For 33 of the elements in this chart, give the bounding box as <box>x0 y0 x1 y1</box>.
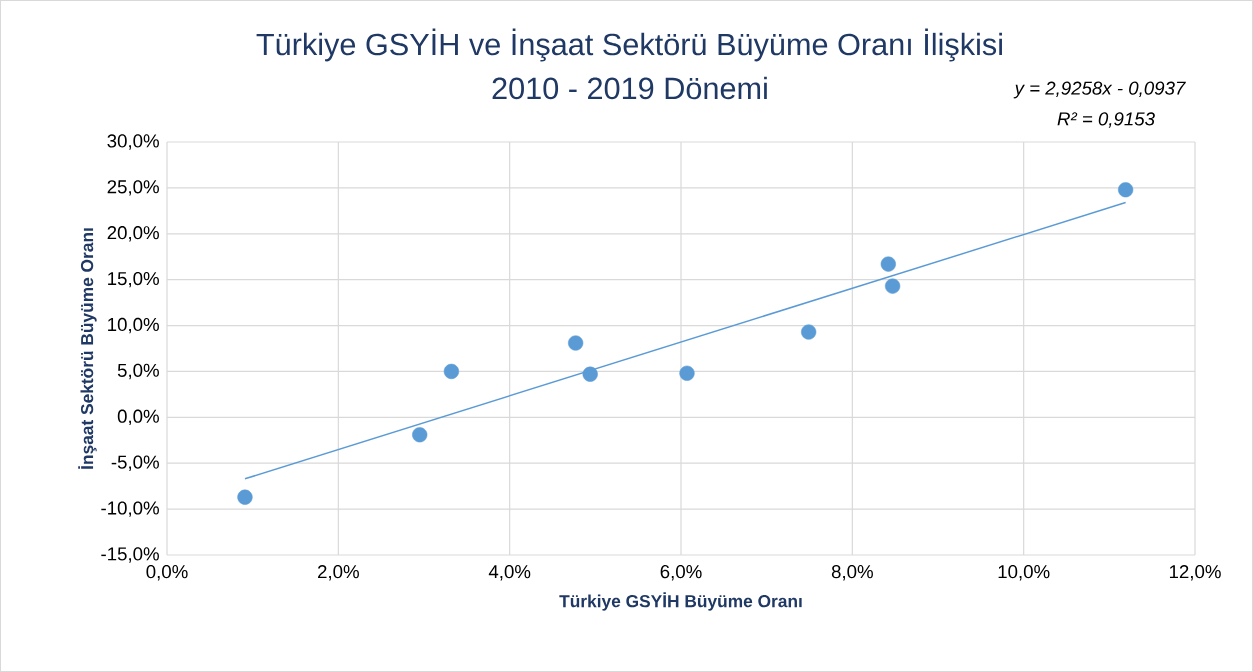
y-tick-label: 25,0% <box>107 180 159 196</box>
point <box>412 427 428 443</box>
y-tick-label: -15,0% <box>101 547 159 563</box>
x-tick-label: 6,0% <box>660 565 702 581</box>
y-tick-label: 30,0% <box>107 134 159 150</box>
x-tick-label: 4,0% <box>488 565 531 581</box>
point <box>679 365 695 381</box>
chart-subtitle: 2010 - 2019 Dönemi <box>492 76 767 100</box>
point <box>443 363 460 380</box>
point <box>582 366 598 382</box>
x-tick-label: 8,0% <box>831 565 873 581</box>
text: y = 2,9258x - 0,0937 <box>1013 81 1186 99</box>
point <box>885 278 901 294</box>
y-tick-label: 10,0% <box>108 317 159 334</box>
point <box>1118 182 1134 198</box>
text: R² = 0,9153 <box>1057 112 1155 128</box>
y-axis-title: İnşaat Sektörü Büyüme Oranı <box>78 228 97 469</box>
x-tick-label: 0,0% <box>146 565 188 581</box>
x-axis-title: Türkiye GSYİH Büyüme Oranı <box>559 592 802 611</box>
y-tick-label: -5,0% <box>111 455 159 471</box>
point <box>880 256 896 272</box>
x-tick-label: 2,0% <box>318 565 359 581</box>
x-tick-label: 12,0% <box>1169 565 1221 581</box>
y-tick-label: 5,0% <box>117 363 159 380</box>
point <box>237 489 253 505</box>
point <box>801 324 817 340</box>
y-tick-label: 0,0% <box>117 409 159 426</box>
y-tick-label: 15,0% <box>108 271 159 288</box>
point <box>568 335 584 351</box>
x-tick-label: 10,0% <box>998 565 1050 581</box>
y-tick-label: -10,0% <box>101 501 159 517</box>
y-tick-label: 20,0% <box>107 226 159 242</box>
chart-title: Türkiye GSYİH ve İnşaat Sektörü Büyüme Oranı İlişkisi <box>256 28 1002 62</box>
